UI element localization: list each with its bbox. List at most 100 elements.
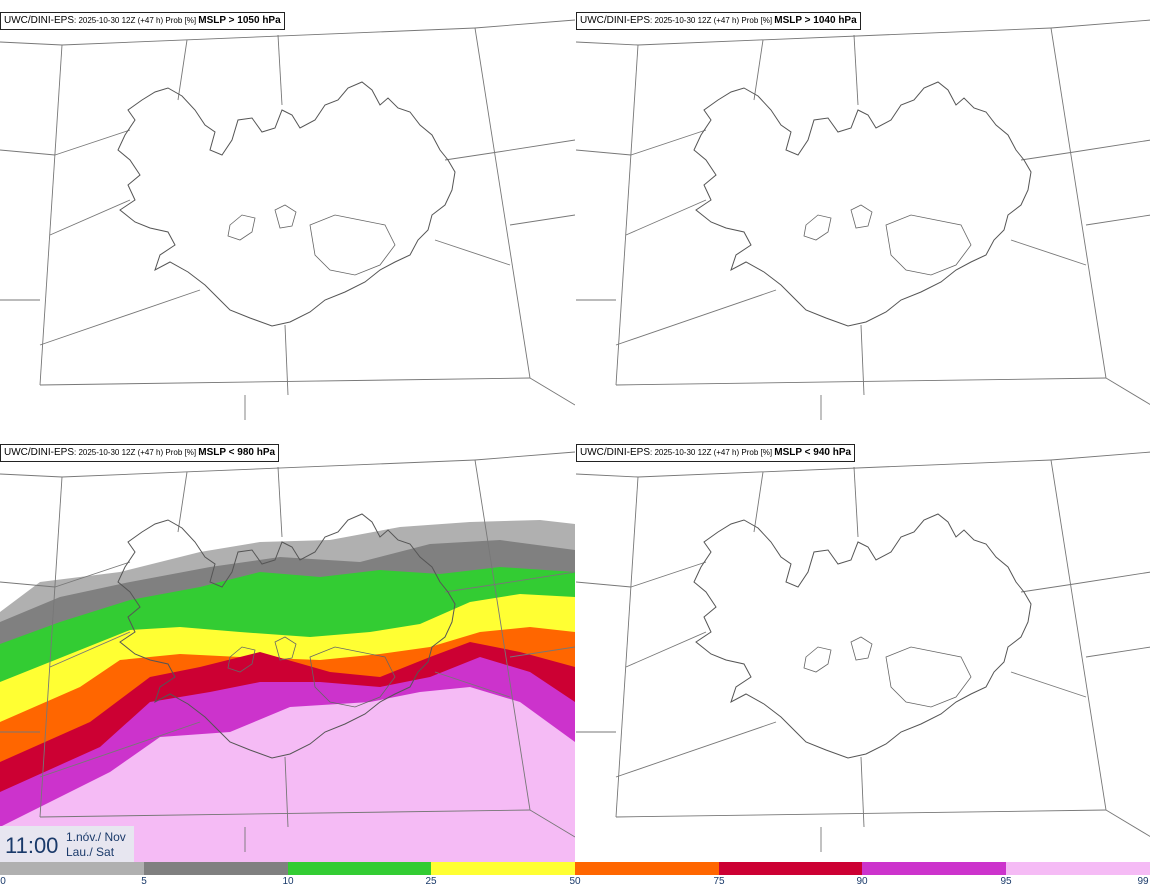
threshold-label: MSLP > 1050 hPa [198, 15, 281, 26]
map-canvas [0, 19, 575, 420]
coastline [117, 513, 456, 759]
grid-line [637, 27, 1052, 46]
grid-line [0, 149, 56, 156]
grid-line [753, 39, 764, 101]
grid-line [853, 466, 859, 538]
grid-line [284, 324, 289, 396]
grid-line [434, 671, 511, 698]
grid-line [1050, 451, 1150, 461]
grid-line [1105, 377, 1150, 405]
colorbar-tick-label: 75 [713, 876, 725, 887]
map-canvas [0, 451, 575, 862]
colorbar-segment [719, 862, 862, 875]
model-name: UWC/DINI-EPS [580, 15, 650, 26]
grid-line [39, 377, 531, 386]
grid-line [0, 41, 63, 46]
valid-hour: 11:00 [5, 833, 59, 858]
grid-line [1050, 19, 1150, 29]
colorbar-tick-label: 10 [282, 876, 294, 887]
grid-line [529, 377, 575, 406]
grid-line [853, 34, 859, 106]
run-info: : 2025-10-30 12Z (+47 h) Prob [%] [650, 448, 775, 457]
grid-line [615, 721, 777, 778]
grid-line [615, 377, 1107, 386]
colorbar-tick-label: 50 [569, 876, 581, 887]
glacier-outline [309, 214, 396, 276]
grid-line [1085, 214, 1150, 226]
colorbar-tick-label: 0 [0, 876, 6, 887]
grid-line [0, 473, 63, 478]
threshold-label: MSLP < 940 hPa [774, 447, 852, 458]
grid-line [49, 631, 131, 668]
colorbar-tick-label: 99 [1137, 876, 1149, 887]
colorbar-segment [1006, 862, 1150, 875]
colorbar-segment [575, 862, 719, 875]
grid-line [0, 581, 56, 588]
glacier-outline [227, 646, 256, 673]
grid-line [1010, 671, 1087, 698]
map-panel-940: UWC/DINI-EPS: 2025-10-30 12Z (+47 h) Pro… [576, 432, 1150, 862]
grid-line [61, 459, 476, 478]
grid-line [1073, 139, 1150, 153]
grid-line [177, 39, 188, 101]
grid-line [284, 756, 289, 828]
grid-line [509, 214, 575, 226]
map-grid-lines [0, 19, 575, 420]
model-name: UWC/DINI-EPS [580, 447, 650, 458]
grid-line [277, 34, 283, 106]
date-line-1: 1.nóv./ Nov [66, 830, 126, 844]
map-panel-1050: UWC/DINI-EPS: 2025-10-30 12Z (+47 h) Pro… [0, 0, 575, 430]
colorbar-segment [862, 862, 1006, 875]
valid-date: 1.nóv./ Nov Lau./ Sat [66, 830, 126, 860]
grid-line [1010, 239, 1087, 266]
glacier-outline [850, 636, 873, 661]
glacier-outline [274, 204, 297, 229]
grid-line [474, 19, 575, 29]
grid-line [474, 27, 531, 379]
grid-line [576, 473, 639, 478]
probability-colorbar [0, 862, 1150, 875]
grid-line [860, 324, 865, 396]
colorbar-tick-label: 25 [425, 876, 437, 887]
grid-line [177, 471, 188, 533]
grid-line [434, 239, 511, 266]
grid-line [444, 151, 499, 161]
grid-line [61, 27, 476, 46]
grid-line [625, 199, 707, 236]
map-panel-980: UWC/DINI-EPS: 2025-10-30 12Z (+47 h) Pro… [0, 432, 575, 862]
model-name: UWC/DINI-EPS [4, 447, 74, 458]
grid-line [630, 561, 707, 588]
grid-line [497, 139, 575, 153]
grid-line [474, 451, 575, 461]
iceland-outline [117, 81, 456, 327]
grid-line [39, 721, 201, 778]
grid-line [625, 631, 707, 668]
glacier-outline [274, 636, 297, 661]
probability-field [0, 520, 575, 862]
grid-line [497, 571, 575, 585]
grid-line [54, 129, 131, 156]
map-panel-1040: UWC/DINI-EPS: 2025-10-30 12Z (+47 h) Pro… [576, 0, 1150, 430]
valid-time-box: 11:00 1.nóv./ Nov Lau./ Sat [0, 826, 134, 862]
grid-line [1085, 646, 1150, 658]
map-grid-lines [576, 451, 1150, 852]
grid-line [277, 466, 283, 538]
grid-line [1020, 583, 1075, 593]
grid-line [576, 149, 632, 156]
panel-title: UWC/DINI-EPS: 2025-10-30 12Z (+47 h) Pro… [0, 444, 280, 462]
grid-line [49, 199, 131, 236]
glacier-outline [803, 646, 832, 673]
panel-title: UWC/DINI-EPS: 2025-10-30 12Z (+47 h) Pro… [576, 444, 856, 462]
map-grid-lines [0, 451, 575, 852]
glacier-outline [803, 214, 832, 241]
grid-line [474, 459, 531, 811]
colorbar-segment [288, 862, 431, 875]
run-info: : 2025-10-30 12Z (+47 h) Prob [%] [74, 448, 199, 457]
grid-line [615, 289, 777, 346]
colorbar-segment [431, 862, 575, 875]
threshold-label: MSLP < 980 hPa [198, 447, 276, 458]
iceland-outline [693, 513, 1032, 759]
grid-line [509, 646, 575, 658]
map-grid-lines [576, 19, 1150, 420]
grid-line [1105, 809, 1150, 837]
